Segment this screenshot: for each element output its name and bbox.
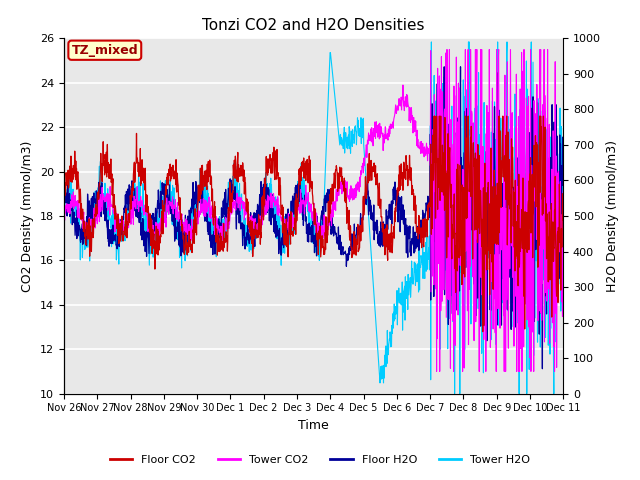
Y-axis label: CO2 Density (mmol/m3): CO2 Density (mmol/m3): [22, 140, 35, 292]
X-axis label: Time: Time: [298, 419, 329, 432]
Y-axis label: H2O Density (mmol/m3): H2O Density (mmol/m3): [607, 140, 620, 292]
Title: Tonzi CO2 and H2O Densities: Tonzi CO2 and H2O Densities: [202, 18, 425, 33]
Text: TZ_mixed: TZ_mixed: [72, 44, 138, 57]
Legend: Floor CO2, Tower CO2, Floor H2O, Tower H2O: Floor CO2, Tower CO2, Floor H2O, Tower H…: [105, 451, 535, 469]
